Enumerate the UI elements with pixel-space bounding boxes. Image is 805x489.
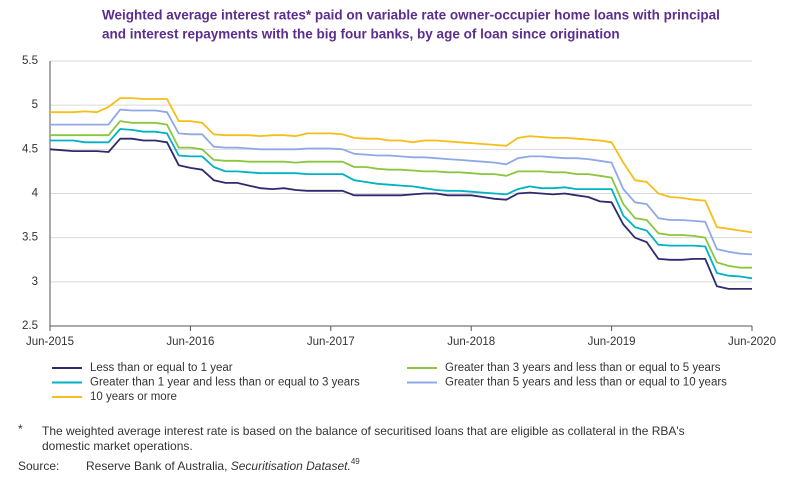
legend-label: Greater than 1 year and less than or equ… (90, 377, 360, 389)
x-tick-label: Jun-2018 (447, 336, 495, 348)
source-label: Source: (18, 459, 59, 473)
series-line (49, 137, 752, 290)
series-line (50, 108, 753, 256)
x-tick-label: Jun-2017 (307, 336, 355, 348)
y-tick-label: 3 (32, 276, 38, 288)
y-tick-label: 3.5 (22, 232, 38, 244)
x-tick-label: Jun-2019 (588, 336, 636, 348)
y-tick-label: 2.5 (22, 320, 38, 332)
source: Reserve Bank of Australia, Securitisatio… (86, 457, 360, 473)
source-ref: 49 (351, 457, 360, 466)
legend-label: Less than or equal to 1 year (90, 362, 233, 374)
series-line (50, 120, 752, 269)
x-tick-label: Jun-2016 (166, 336, 214, 348)
chart-title: Weighted average interest rates* paid on… (102, 8, 720, 23)
chart-title: and interest repayments with the big fou… (102, 27, 620, 42)
footnote: The weighted average interest rate is ba… (42, 424, 685, 438)
x-tick-label: Jun-2020 (728, 336, 776, 348)
y-tick-label: 5.5 (22, 55, 38, 67)
source-text: Reserve Bank of Australia, (86, 459, 231, 473)
legend-label: 10 years or more (90, 391, 177, 403)
series-line (50, 128, 753, 280)
legend-label: Greater than 3 years and less than or eq… (445, 362, 721, 374)
source-title: Securitisation Dataset. (231, 459, 351, 473)
y-tick-label: 4 (32, 188, 39, 200)
x-tick-label: Jun-2015 (26, 336, 74, 348)
y-tick-label: 4.5 (22, 143, 38, 155)
footnote: domestic market operations. (42, 439, 193, 453)
y-tick-label: 5 (32, 99, 38, 111)
legend-label: Greater than 5 years and less than or eq… (445, 377, 727, 389)
series-line (50, 97, 753, 234)
footnote-marker: * (18, 422, 23, 436)
